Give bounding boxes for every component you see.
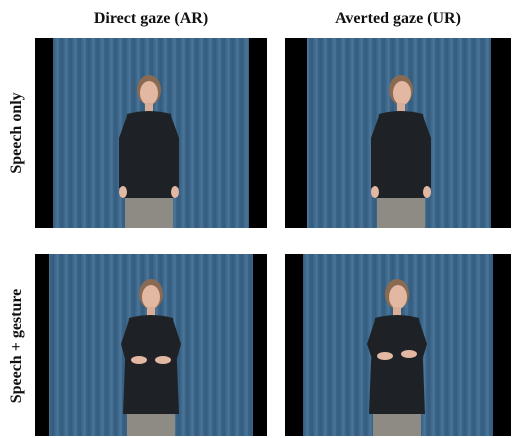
speaker-figure-image <box>285 254 511 436</box>
speaker-figure-image <box>35 254 267 436</box>
video-frame-averted-gesture <box>285 254 511 436</box>
row-header-speech-only: Speech only <box>8 92 25 174</box>
row-header-speech-gesture: Speech + gesture <box>8 288 25 404</box>
video-frame-averted-speech <box>285 38 511 228</box>
speaker-figure-image <box>285 38 511 228</box>
speaker-figure-image <box>35 38 267 228</box>
video-frame-direct-gesture <box>35 254 267 436</box>
column-header-direct-gaze: Direct gaze (AR) <box>93 10 209 27</box>
column-header-averted-gaze: Averted gaze (UR) <box>335 10 461 27</box>
video-frame-direct-speech <box>35 38 267 228</box>
